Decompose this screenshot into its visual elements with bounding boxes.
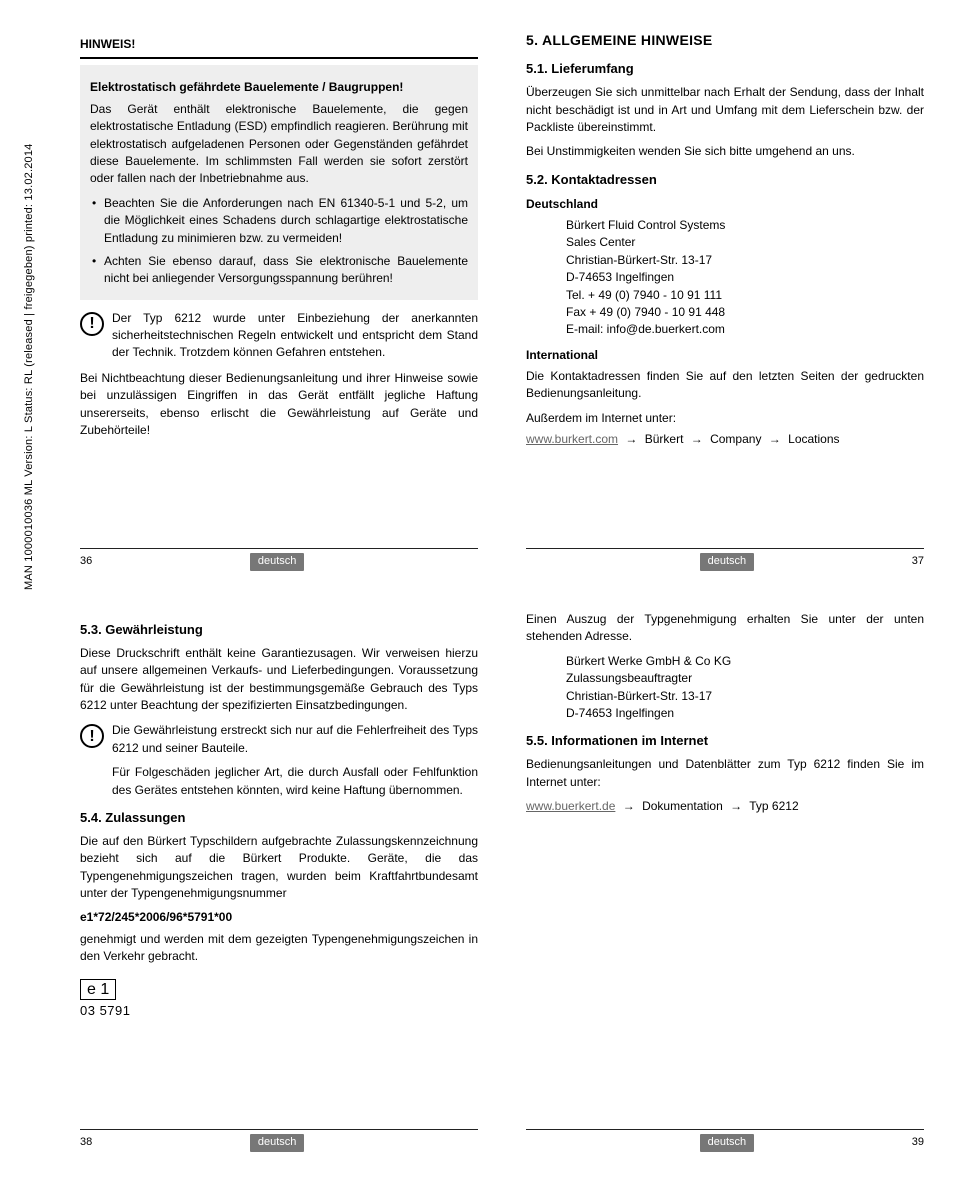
safety-note-text: Der Typ 6212 wurde unter Einbeziehung de… xyxy=(112,310,478,362)
esd-warning-box: Elektrostatisch gefährdete Bauelemente /… xyxy=(80,65,478,299)
lang-badge: deutsch xyxy=(250,553,305,571)
arrow-icon: → xyxy=(691,432,703,446)
section-5-1-heading: 5.1. Lieferumfang xyxy=(526,60,924,79)
exclamation-icon: ! xyxy=(80,724,104,748)
addr-line: Christian-Bürkert-Str. 13-17 xyxy=(566,688,924,705)
approval-number: e1*72/245*2006/96*5791*00 xyxy=(80,909,478,926)
warranty-note: ! Die Gewährleistung erstreckt sich nur … xyxy=(80,722,478,799)
link-burkert-com[interactable]: www.burkert.com xyxy=(526,432,618,446)
s55-p: Bedienungsanleitungen und Datenblätter z… xyxy=(526,756,924,791)
s54-p1: Die auf den Bürkert Typschildern aufgebr… xyxy=(80,833,478,903)
lang-badge: deutsch xyxy=(700,1134,755,1152)
section-5-3-heading: 5.3. Gewährleistung xyxy=(80,621,478,640)
esd-box-li2: Achten Sie ebenso darauf, dass Sie elekt… xyxy=(90,253,468,288)
exclamation-icon: ! xyxy=(80,312,104,336)
hinweis-heading: HINWEIS! xyxy=(80,36,478,53)
page-number: 39 xyxy=(912,1135,924,1151)
page-36: HINWEIS! Elektrostatisch gefährdete Baue… xyxy=(80,30,478,571)
page-37: 5. ALLGEMEINE HINWEISE 5.1. Lieferumfang… xyxy=(526,30,924,571)
crumb: Dokumentation xyxy=(642,799,723,813)
page-39: Einen Auszug der Typgenehmigung erhalten… xyxy=(526,611,924,1152)
lang-badge: deutsch xyxy=(250,1134,305,1152)
addr-line: D-74653 Ingelfingen xyxy=(566,705,924,722)
addr-int-heading: International xyxy=(526,347,924,364)
sheet: HINWEIS! Elektrostatisch gefährdete Baue… xyxy=(80,30,924,1152)
crumb: Locations xyxy=(788,432,839,446)
ece-mark: e 1 03 5791 xyxy=(80,973,478,1021)
page-number: 36 xyxy=(80,554,92,570)
addr-line: Zulassungsbeauftragter xyxy=(566,670,924,687)
section-5-2-heading: 5.2. Kontaktadressen xyxy=(526,171,924,190)
link-line-buerkert-de: www.buerkert.de → Dokumentation → Typ 62… xyxy=(526,798,924,815)
rule xyxy=(80,57,478,59)
arrow-icon: → xyxy=(769,432,781,446)
page-number: 37 xyxy=(912,554,924,570)
link-buerkert-de[interactable]: www.buerkert.de xyxy=(526,799,615,813)
addr-line: E-mail: info@de.buerkert.com xyxy=(566,321,924,338)
page-number: 38 xyxy=(80,1135,92,1151)
disclaimer-text: Bei Nichtbeachtung dieser Bedienungsanle… xyxy=(80,370,478,440)
section-5-4-heading: 5.4. Zulassungen xyxy=(80,809,478,828)
s51-p1: Überzeugen Sie sich unmittelbar nach Erh… xyxy=(526,84,924,136)
addr-line: Bürkert Werke GmbH & Co KG xyxy=(566,653,924,670)
page-footer-36: 36 deutsch xyxy=(80,548,478,571)
crumb: Typ 6212 xyxy=(749,799,798,813)
s53-p: Diese Druckschrift enthält keine Garanti… xyxy=(80,645,478,715)
addr-de: Bürkert Fluid Control Systems Sales Cent… xyxy=(566,217,924,339)
esd-box-p1: Das Gerät enthält elektronische Baueleme… xyxy=(90,101,468,188)
page-footer-39: deutsch 39 xyxy=(526,1129,924,1152)
doc-meta-vertical: MAN 1000010036 ML Version: L Status: RL … xyxy=(22,144,38,591)
esd-box-li1: Beachten Sie die Anforderungen nach EN 6… xyxy=(90,195,468,247)
addr-line: Sales Center xyxy=(566,234,924,251)
warranty-note-p2: Für Folgeschäden jeglicher Art, die durc… xyxy=(112,764,478,799)
lang-badge: deutsch xyxy=(700,553,755,571)
addr-line: Christian-Bürkert-Str. 13-17 xyxy=(566,252,924,269)
ece-mark-sub: 03 5791 xyxy=(80,1002,478,1021)
crumb: Bürkert xyxy=(645,432,684,446)
warranty-note-p1: Die Gewährleistung erstreckt sich nur au… xyxy=(112,722,478,757)
addr-line: Bürkert Fluid Control Systems xyxy=(566,217,924,234)
addr-approval: Bürkert Werke GmbH & Co KG Zulassungsbea… xyxy=(566,653,924,723)
crumb: Company xyxy=(710,432,761,446)
esd-box-list: Beachten Sie die Anforderungen nach EN 6… xyxy=(90,195,468,288)
section-5-5-heading: 5.5. Informationen im Internet xyxy=(526,732,924,751)
addr-line: Tel. + 49 (0) 7940 - 10 91 111 xyxy=(566,287,924,304)
arrow-icon: → xyxy=(625,432,637,446)
int-p2: Außerdem im Internet unter: xyxy=(526,410,924,427)
section-5-heading: 5. ALLGEMEINE HINWEISE xyxy=(526,30,924,50)
p39-intro: Einen Auszug der Typgenehmigung erhalten… xyxy=(526,611,924,646)
s51-p2: Bei Unstimmigkeiten wenden Sie sich bitt… xyxy=(526,143,924,160)
ece-mark-box: e 1 xyxy=(80,979,116,1000)
link-line-burkert-com: www.burkert.com → Bürkert → Company → Lo… xyxy=(526,431,924,448)
int-p1: Die Kontaktadressen finden Sie auf den l… xyxy=(526,368,924,403)
addr-line: Fax + 49 (0) 7940 - 10 91 448 xyxy=(566,304,924,321)
page-footer-38: 38 deutsch xyxy=(80,1129,478,1152)
addr-de-heading: Deutschland xyxy=(526,196,924,213)
esd-box-title: Elektrostatisch gefährdete Bauelemente /… xyxy=(90,79,468,96)
s54-p2: genehmigt und werden mit dem gezeigten T… xyxy=(80,931,478,966)
page-footer-37: deutsch 37 xyxy=(526,548,924,571)
arrow-icon: → xyxy=(623,799,635,813)
arrow-icon: → xyxy=(730,799,742,813)
safety-note: ! Der Typ 6212 wurde unter Einbeziehung … xyxy=(80,310,478,362)
addr-line: D-74653 Ingelfingen xyxy=(566,269,924,286)
page-38: 5.3. Gewährleistung Diese Druckschrift e… xyxy=(80,611,478,1152)
